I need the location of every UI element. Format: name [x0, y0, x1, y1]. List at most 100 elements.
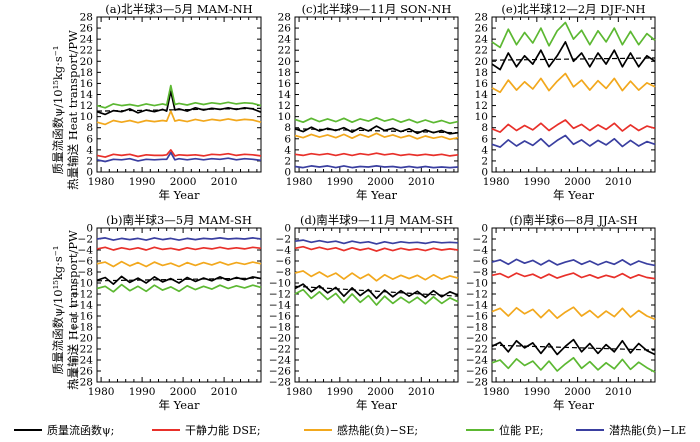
- y-tick-label: −26: [71, 366, 93, 378]
- y-tick-label: 14: [278, 89, 292, 101]
- y-tick-label: −20: [71, 333, 93, 345]
- y-tick-label: 2: [86, 155, 93, 167]
- series-line-DSE: [491, 272, 656, 280]
- y-tick-label: −24: [269, 355, 291, 367]
- x-axis-label: 年 Year: [553, 188, 594, 202]
- series-line-PE: [491, 356, 656, 373]
- y-tick-label: 16: [475, 78, 489, 90]
- y-tick-label: 8: [481, 122, 488, 134]
- series-line-PE: [96, 84, 262, 109]
- x-tick-label: 2010: [408, 176, 435, 188]
- series-line-psi: [491, 338, 656, 356]
- y-tick-label: −8: [276, 267, 291, 279]
- y-tick-label: −14: [466, 300, 488, 312]
- panel-3: (b)南半球3—5月 MAM-SH−28−26−24−22−20−18−16−1…: [71, 213, 262, 412]
- series-line-PE: [491, 21, 656, 49]
- y-tick-label: 4: [86, 144, 93, 156]
- y-tick-label: −12: [71, 289, 93, 301]
- y-tick-label: −2: [473, 234, 488, 246]
- y-tick-label: −24: [466, 355, 488, 367]
- y-tick-label: −26: [269, 366, 291, 378]
- y-tick-label: −22: [269, 344, 291, 356]
- y-tick-label: −2: [78, 234, 93, 246]
- panels: (a)北半球3—5月 MAM-NH02468101214161820222426…: [71, 2, 656, 412]
- series-line-SE: [96, 110, 262, 126]
- series-line-DSE: [491, 119, 656, 133]
- y-tick-label: 0: [86, 167, 93, 179]
- plot-frame: [96, 227, 262, 383]
- y-tick-label: −28: [71, 377, 93, 389]
- y-tick-label: 0: [284, 223, 291, 235]
- series-line-SE: [96, 260, 262, 268]
- x-tick-label: 1980: [88, 176, 115, 188]
- legend-label: 质量流函数ψ;: [47, 423, 114, 437]
- y-tick-label: 22: [80, 45, 93, 57]
- panel-0: (a)北半球3—5月 MAM-NH02468101214161820222426…: [80, 2, 262, 202]
- series-line-DSE: [294, 152, 459, 157]
- y-tick-label: 8: [86, 122, 93, 134]
- y-tick-label: 20: [278, 56, 291, 68]
- series-line-DSE: [96, 246, 262, 251]
- x-axis-label: 年 Year: [159, 188, 200, 202]
- ylabel-top-line1: 质量流函数ψ/10¹⁵kg·s⁻¹: [51, 46, 65, 175]
- series-line-DSE: [294, 245, 459, 252]
- y-tick-label: 10: [80, 111, 93, 123]
- y-tick-label: −28: [466, 377, 488, 389]
- panel-1: (c)北半球9—11月 SON-NH0246810121416182022242…: [278, 2, 459, 202]
- y-tick-label: 22: [475, 45, 488, 57]
- panel-title: (d)南半球9—11月 MAM-SH: [300, 213, 453, 227]
- y-tick-label: 18: [80, 67, 93, 79]
- series-line-psi: [96, 90, 262, 116]
- legend-label: 干静力能 DSE;: [185, 423, 261, 437]
- x-tick-label: 2010: [211, 386, 238, 398]
- panel-title: (f)南半球6—8月 JJA-SH: [509, 213, 637, 227]
- y-tick-label: −6: [276, 256, 292, 268]
- y-tick-label: 26: [80, 23, 94, 35]
- series-line-SE: [491, 306, 656, 321]
- series-line-SE: [491, 72, 656, 94]
- y-tick-label: 20: [475, 56, 488, 68]
- series-line-PE: [294, 116, 459, 125]
- x-tick-label: 1980: [483, 386, 510, 398]
- y-tick-label: 0: [481, 167, 488, 179]
- y-tick-label: −6: [473, 256, 489, 268]
- y-tick-label: 24: [80, 34, 94, 46]
- y-tick-label: −14: [71, 300, 93, 312]
- trend-line: [96, 277, 262, 282]
- y-tick-label: 28: [80, 12, 93, 24]
- y-tick-label: −12: [466, 289, 488, 301]
- y-tick-label: −22: [466, 344, 488, 356]
- y-tick-label: −4: [78, 245, 94, 257]
- y-tick-label: −8: [78, 267, 93, 279]
- y-tick-label: 6: [284, 133, 291, 145]
- y-tick-label: −28: [269, 377, 291, 389]
- series-line-LE: [96, 151, 262, 163]
- x-axis-label: 年 Year: [356, 188, 397, 202]
- x-tick-label: 2000: [564, 386, 591, 398]
- series-line-psi: [491, 41, 656, 71]
- y-tick-label: −2: [276, 234, 291, 246]
- x-tick-label: 2010: [408, 386, 435, 398]
- y-tick-label: 0: [481, 223, 488, 235]
- y-tick-label: 18: [278, 67, 291, 79]
- x-tick-label: 1980: [286, 386, 313, 398]
- legend-label: 位能 PE;: [499, 423, 544, 437]
- trend-line: [491, 344, 656, 351]
- series-line-LE: [491, 258, 656, 267]
- x-axis-label: 年 Year: [356, 398, 397, 412]
- y-tick-label: −18: [269, 322, 291, 334]
- plot-frame: [491, 16, 656, 173]
- y-tick-label: 12: [475, 100, 488, 112]
- y-tick-label: 4: [481, 144, 488, 156]
- y-tick-label: −16: [71, 311, 93, 323]
- y-tick-label: 2: [284, 155, 291, 167]
- legend-label: 感热能(负)−SE;: [337, 423, 418, 437]
- y-tick-label: 24: [475, 34, 489, 46]
- y-tick-label: −18: [71, 322, 93, 334]
- y-tick-label: 22: [278, 45, 291, 57]
- series-line-PE: [294, 288, 459, 306]
- y-tick-label: −8: [473, 267, 488, 279]
- y-tick-label: 24: [278, 34, 292, 46]
- y-tick-label: −18: [466, 322, 488, 334]
